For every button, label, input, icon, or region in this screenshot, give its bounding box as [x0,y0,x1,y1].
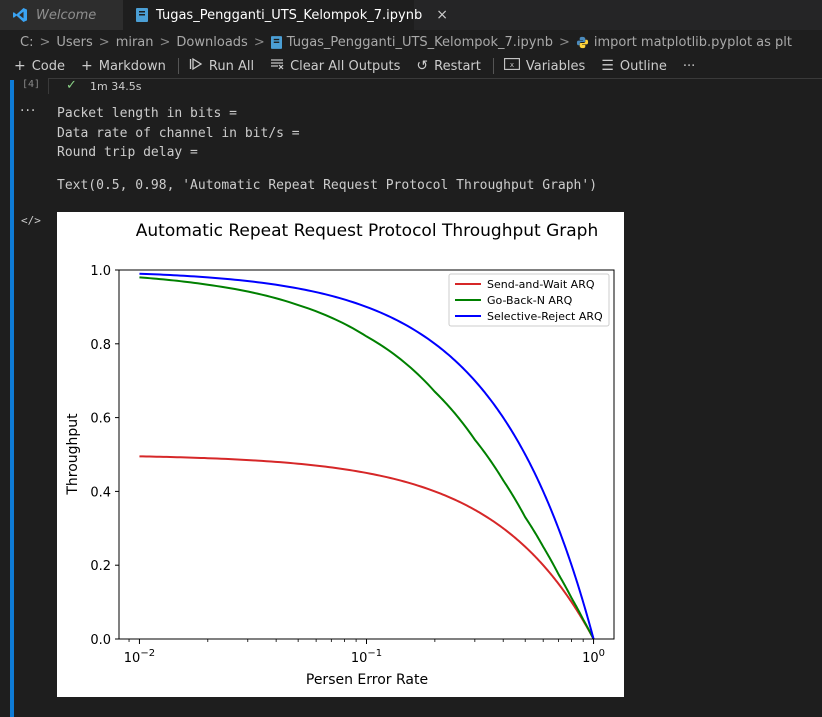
tab-welcome[interactable]: Welcome [0,0,124,30]
breadcrumb-item[interactable]: Users [56,34,93,50]
tab-label: Welcome [36,7,97,23]
stdout-line: Round trip delay = [57,145,198,160]
vscode-logo-icon [12,7,28,23]
x-tick-label: 10−2 [124,648,155,666]
clear-all-label: Clear All Outputs [290,58,401,74]
execution-time: 1m 34.5s [90,80,142,93]
breadcrumb-item[interactable]: C: [20,34,34,50]
breadcrumb-separator: > [159,34,171,50]
check-icon: ✓ [66,78,77,93]
plot-area: 0.0 0.2 0.4 0.6 0.8 1.0 10−2 10−1 100 [90,264,615,666]
more-actions-button[interactable]: ··· [682,58,696,74]
variables-label: Variables [525,58,586,74]
legend-entry: Selective-Reject ARQ [487,310,603,323]
chart-title: Automatic Repeat Request Protocol Throug… [136,221,599,241]
restart-label: Restart [434,58,481,74]
y-tick-label: 0.6 [90,412,111,427]
run-all-icon [189,57,203,75]
restart-button[interactable]: ↺ Restart [416,58,480,74]
breadcrumb-separator: > [558,34,570,50]
tab-bar: Welcome Tugas_Pengganti_UTS_Kelompok_7.i… [0,0,822,30]
variables-icon: x [503,58,520,74]
x-tick-label: 100 [582,648,605,666]
text-output: Text(0.5, 0.98, 'Automatic Repeat Reques… [57,178,598,193]
y-tick-label: 0.8 [90,338,111,353]
stdout-line: Packet length in bits = [57,106,238,121]
notebook-file-icon [270,35,282,49]
plot-output: Automatic Repeat Request Protocol Throug… [57,212,624,697]
run-all-label: Run All [208,58,255,74]
y-tick-label: 0.0 [90,633,111,648]
add-code-label: Code [31,58,66,74]
add-markdown-label: Markdown [98,58,166,74]
clear-all-outputs-button[interactable]: Clear All Outputs [270,58,400,74]
breadcrumb-item[interactable]: Downloads [176,34,248,50]
stdout-output: Packet length in bits = Data rate of chan… [57,104,300,163]
breadcrumb-item[interactable]: miran [115,34,154,50]
y-tick-label: 0.4 [90,485,111,500]
notebook-toolbar: + Code + Markdown Run All Clear All Outp… [0,54,822,78]
outline-label: Outline [619,58,667,74]
throughput-chart: Automatic Repeat Request Protocol Throug… [65,221,615,688]
execution-count: [4] [22,79,41,90]
breadcrumb-item[interactable]: Tugas_Pengganti_UTS_Kelompok_7.ipynb [286,34,553,50]
variables-button[interactable]: x Variables [503,58,586,74]
cell-execution-row: [4] ✓ 1m 34.5s [0,78,822,94]
y-axis-label: Throughput [65,413,81,496]
outline-button[interactable]: ☰ Outline [601,58,667,74]
cell-focus-indicator [10,80,14,717]
breadcrumb-separator: > [39,34,51,50]
python-cell-icon [576,36,589,49]
toolbar-divider [177,58,179,74]
x-tick-label: 10−1 [351,648,382,666]
outline-icon: ☰ [601,58,614,74]
stdout-line: Data rate of channel in bit/s = [57,125,300,141]
series-line-2 [139,272,595,640]
plus-icon: + [81,58,93,74]
series-line-0 [139,455,595,640]
run-all-button[interactable]: Run All [189,57,254,75]
y-tick-label: 1.0 [90,264,111,279]
svg-text:x: x [510,61,514,69]
breadcrumb-separator: > [98,34,110,50]
breadcrumb-item[interactable]: import matplotlib.pyplot as plt [593,34,793,50]
plus-icon: + [14,58,26,74]
toolbar-divider [492,58,494,74]
tab-label: Tugas_Pengganti_UTS_Kelompok_7.ipynb [156,7,423,23]
legend-entry: Go-Back-N ARQ [487,294,573,307]
breadcrumb: C: > Users > miran > Downloads > Tugas_P… [0,30,822,54]
cell-status-bar [48,78,822,94]
output-menu-button[interactable]: ··· [20,103,37,119]
tab-notebook[interactable]: Tugas_Pengganti_UTS_Kelompok_7.ipynb × [124,0,448,30]
legend-box [448,273,610,327]
x-axis-label: Persen Error Rate [306,672,428,688]
restart-icon: ↺ [416,58,429,74]
breadcrumb-separator: > [253,34,265,50]
legend-entry: Send-and-Wait ARQ [487,278,595,291]
output-code-icon[interactable]: </> [21,214,41,227]
clear-all-icon [270,58,284,74]
notebook-file-icon [136,8,148,22]
y-tick-label: 0.2 [90,559,111,574]
series-line-1 [139,276,595,640]
chart-legend: Send-and-Wait ARQ Go-Back-N ARQ Selective-… [448,273,610,327]
add-code-button[interactable]: + Code [14,58,65,74]
add-markdown-button[interactable]: + Markdown [81,58,166,74]
close-icon[interactable]: × [436,7,448,23]
